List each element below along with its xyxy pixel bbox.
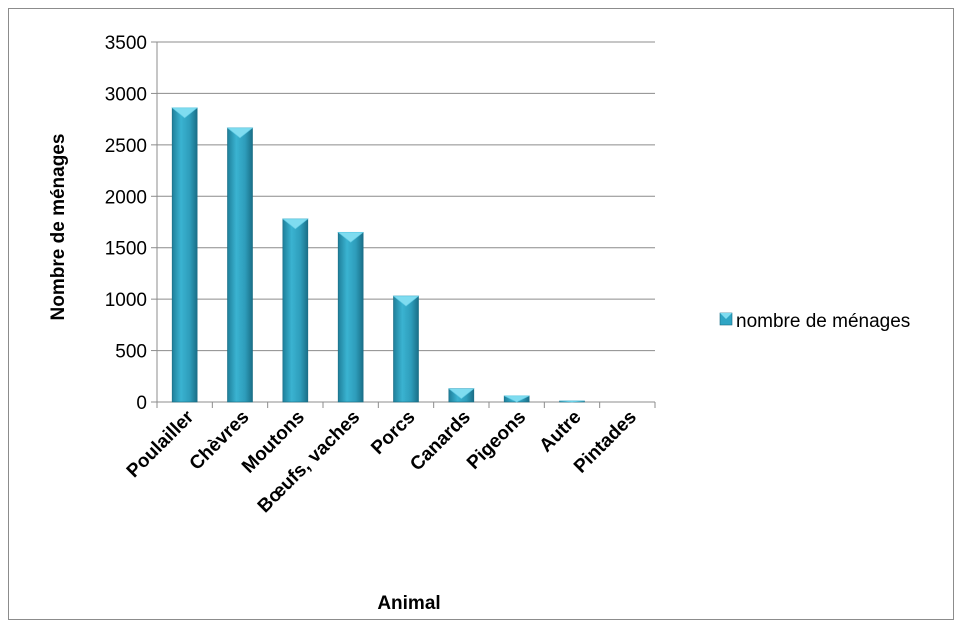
legend-swatch-cap <box>720 313 732 319</box>
y-axis-title: Nombre de ménages <box>48 134 69 321</box>
x-tick-label: Bœufs, vaches <box>254 407 364 517</box>
x-tick-label: Porcs <box>367 407 419 459</box>
x-axis <box>156 401 656 408</box>
y-tick-label: 1500 <box>105 239 147 260</box>
bar-moutons <box>281 218 309 403</box>
bar-cap <box>281 218 309 230</box>
y-tick-label: 3500 <box>105 33 147 54</box>
legend: nombre de ménages <box>719 311 910 332</box>
y-tick-label: 0 <box>136 393 147 414</box>
x-tick-label: Pigeons <box>463 407 530 474</box>
bar-cap <box>392 295 420 307</box>
y-tick-label: 2000 <box>105 187 147 208</box>
bar-cap <box>337 231 365 243</box>
bar-cap <box>226 127 254 139</box>
bar-cap <box>171 107 199 119</box>
y-tick-label: 500 <box>115 342 147 363</box>
bar-pigeons <box>503 395 530 403</box>
y-tick-label: 1000 <box>105 290 147 311</box>
bar-ch-vres <box>226 127 254 403</box>
x-tick-label: Canards <box>406 407 475 476</box>
bar-canards <box>447 388 475 403</box>
legend-label: nombre de ménages <box>736 311 910 332</box>
bar-cap <box>559 400 585 403</box>
bar-body <box>282 218 309 403</box>
bar-body <box>227 127 253 403</box>
y-tick-label: 3000 <box>105 84 147 105</box>
x-tick-label: Poulailler <box>123 406 199 482</box>
bar-body <box>171 107 198 403</box>
x-tick-label: Autre <box>536 407 586 457</box>
y-tick-label: 2500 <box>105 136 147 157</box>
bar-b-ufs-vaches <box>337 231 365 403</box>
bar-poulailler <box>171 107 199 403</box>
bar-porcs <box>392 295 420 403</box>
bar-cap <box>447 388 475 400</box>
bar-autre <box>559 400 585 403</box>
bar-body <box>337 231 364 403</box>
bar-series <box>171 107 585 403</box>
bar-body <box>393 295 419 403</box>
legend-swatch <box>719 312 733 326</box>
y-axis: 0 500 1000 1500 2000 2500 3000 3500 <box>105 33 158 414</box>
chart-frame: 0 500 1000 1500 2000 2500 3000 3500 Poulailler C… <box>8 8 954 620</box>
x-axis-title: Animal <box>377 593 440 614</box>
bar-cap <box>504 395 530 403</box>
